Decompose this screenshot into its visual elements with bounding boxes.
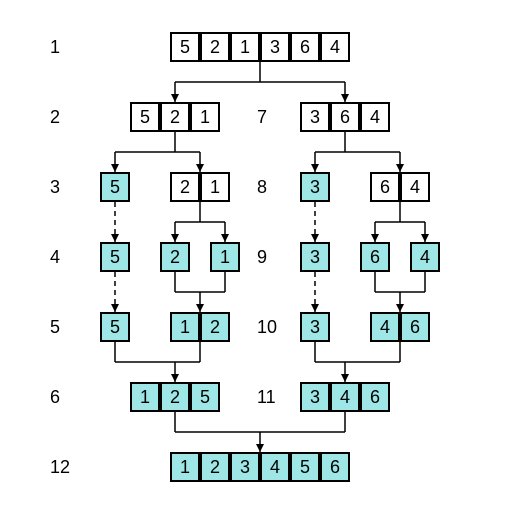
cell: 6 <box>330 102 360 132</box>
cell: 5 <box>170 32 200 62</box>
cell: 2 <box>160 242 190 272</box>
cell: 2 <box>200 312 230 342</box>
cell: 4 <box>370 312 400 342</box>
step-label: 3 <box>50 177 60 198</box>
cell: 2 <box>170 172 200 202</box>
cell: 1 <box>230 32 260 62</box>
cell: 5 <box>290 452 320 482</box>
cell: 3 <box>300 242 330 272</box>
cell: 1 <box>170 452 200 482</box>
cell: 4 <box>260 452 290 482</box>
cell: 1 <box>170 312 200 342</box>
cell: 5 <box>100 172 130 202</box>
step-label: 8 <box>257 177 267 198</box>
step-label: 9 <box>257 247 267 268</box>
cell: 3 <box>260 32 290 62</box>
cell: 3 <box>230 452 260 482</box>
cell: 1 <box>190 102 220 132</box>
cell: 1 <box>130 382 160 412</box>
step-label: 12 <box>50 457 70 478</box>
cell: 3 <box>300 312 330 342</box>
cell: 5 <box>100 312 130 342</box>
step-label: 7 <box>257 107 267 128</box>
cell: 4 <box>410 242 440 272</box>
cell: 6 <box>290 32 320 62</box>
cell: 5 <box>100 242 130 272</box>
mergesort-diagram: 5213645213645213645213645123461253461234… <box>0 0 520 521</box>
cell: 4 <box>330 382 360 412</box>
cell: 2 <box>200 452 230 482</box>
cell: 2 <box>200 32 230 62</box>
cell: 4 <box>400 172 430 202</box>
step-label: 4 <box>50 247 60 268</box>
cell: 2 <box>160 102 190 132</box>
cell: 6 <box>320 452 350 482</box>
step-label: 2 <box>50 107 60 128</box>
cell: 4 <box>360 102 390 132</box>
cell: 5 <box>190 382 220 412</box>
step-label: 10 <box>257 317 277 338</box>
cell: 4 <box>320 32 350 62</box>
step-label: 11 <box>257 387 276 408</box>
cell: 6 <box>400 312 430 342</box>
cell: 3 <box>300 102 330 132</box>
step-label: 5 <box>50 317 60 338</box>
step-label: 1 <box>50 37 60 58</box>
cell: 1 <box>200 172 230 202</box>
step-label: 6 <box>50 387 60 408</box>
cell: 3 <box>300 172 330 202</box>
cell: 6 <box>360 242 390 272</box>
cell: 2 <box>160 382 190 412</box>
cell: 1 <box>210 242 240 272</box>
cell: 5 <box>130 102 160 132</box>
cell: 3 <box>300 382 330 412</box>
cell: 6 <box>370 172 400 202</box>
cell: 6 <box>360 382 390 412</box>
